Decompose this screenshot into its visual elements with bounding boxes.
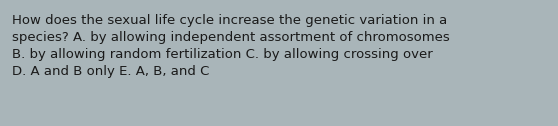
Text: species? A. by allowing independent assortment of chromosomes: species? A. by allowing independent asso… xyxy=(12,31,450,44)
Text: How does the sexual life cycle increase the genetic variation in a: How does the sexual life cycle increase … xyxy=(12,14,448,27)
Text: B. by allowing random fertilization C. by allowing crossing over: B. by allowing random fertilization C. b… xyxy=(12,48,433,61)
Text: D. A and B only E. A, B, and C: D. A and B only E. A, B, and C xyxy=(12,65,209,78)
